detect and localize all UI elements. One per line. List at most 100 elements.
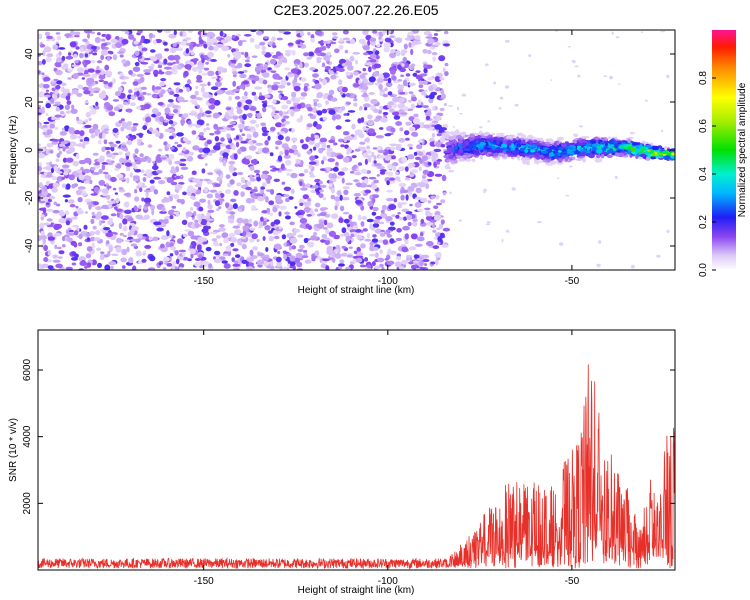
spectrogram-noise-speck (192, 66, 198, 72)
spectrogram-noise-speck (53, 67, 57, 72)
spectrogram-noise-speck (169, 169, 177, 174)
spectrogram-noise-speck (398, 217, 404, 221)
spectrogram-noise-speck (161, 206, 166, 212)
spectrogram-noise-speck (373, 155, 377, 160)
spectrogram-noise-speck (163, 141, 168, 146)
spectrogram-noise-speck (203, 43, 208, 49)
spectrogram-noise-speck (233, 153, 238, 158)
spectrogram-noise-speck (251, 198, 255, 203)
spectrogram-signal-speck (545, 156, 552, 160)
spectrogram-noise-speck (246, 56, 250, 60)
spectrogram-signal-speck (619, 146, 625, 150)
spectrogram-noise-speck (420, 78, 425, 81)
spectrogram-noise-speck (615, 36, 620, 39)
spectrogram-noise-speck (419, 232, 424, 237)
spectrogram-noise-speck (166, 230, 170, 237)
spectrogram-noise-speck (369, 253, 376, 257)
spectrogram-noise-speck (46, 174, 53, 178)
spectrogram-noise-speck (214, 200, 221, 207)
spectrogram-noise-speck (425, 183, 430, 189)
spectrogram-noise-speck (206, 36, 211, 44)
spectrogram-noise-speck (355, 251, 364, 257)
spectrogram-noise-speck (171, 123, 175, 127)
spectrogram-signal-speck (475, 140, 480, 144)
spectrogram-noise-speck (380, 229, 386, 233)
spectrogram-noise-speck (90, 31, 95, 34)
spectrogram-noise-speck (218, 129, 227, 133)
spectrogram-noise-speck (392, 96, 400, 103)
spectrogram-noise-speck (448, 105, 453, 107)
spectrogram-noise-speck (56, 203, 61, 207)
spectrogram-noise-speck (169, 91, 175, 95)
spectrogram-noise-speck (420, 218, 425, 224)
spectrogram-noise-speck (405, 255, 413, 258)
spectrogram-noise-speck (134, 61, 140, 67)
spectrogram-noise-speck (219, 173, 224, 179)
spectrogram-signal-speck (446, 131, 451, 134)
spectrogram-noise-speck (168, 234, 173, 239)
spectrogram-noise-speck (387, 101, 394, 106)
spectrogram-noise-speck (222, 160, 227, 167)
spectrogram-noise-speck (330, 187, 335, 194)
spectrogram-noise-speck (90, 193, 98, 196)
spectrogram-noise-speck (261, 132, 268, 137)
spectrogram-noise-speck (312, 98, 320, 102)
spectrogram-noise-speck (128, 34, 135, 40)
spectrogram-noise-speck (341, 177, 345, 184)
spectrogram-noise-speck (274, 110, 280, 114)
spectrogram-signal-speck (578, 140, 584, 144)
spectrogram-noise-speck (98, 79, 105, 83)
spectrogram-noise-speck (498, 107, 502, 110)
spectrogram-noise-speck (85, 253, 92, 259)
spectrogram-noise-speck (433, 33, 439, 36)
spectrogram-noise-speck (91, 242, 96, 249)
spectrogram-noise-speck (284, 149, 289, 156)
spectrogram-noise-speck (254, 195, 259, 200)
spectrogram-signal-speck (606, 154, 613, 158)
spectrogram-noise-speck (115, 197, 120, 204)
spectrogram-noise-speck (357, 214, 362, 221)
spectrogram-noise-speck (84, 60, 91, 64)
spectrogram-noise-speck (194, 258, 201, 261)
spectrogram-noise-speck (292, 265, 296, 270)
spectrogram-noise-speck (71, 183, 76, 189)
spectrogram-noise-speck (493, 81, 497, 85)
spectrogram-noise-speck (219, 242, 223, 247)
spectrogram-noise-speck (353, 221, 357, 226)
spectrogram-noise-speck (216, 66, 224, 72)
spectrogram-noise-speck (341, 227, 347, 234)
spectrogram-noise-speck (71, 262, 77, 266)
spectrogram-noise-speck (152, 165, 159, 171)
spectrogram-noise-speck (254, 86, 263, 90)
spectrogram-noise-speck (281, 104, 289, 110)
spectrogram-noise-speck (397, 79, 403, 82)
spectrogram-signal-speck (541, 150, 548, 154)
spectrogram-noise-speck (75, 207, 79, 211)
spectrogram-noise-speck (206, 139, 212, 145)
spectrogram-noise-speck (136, 90, 140, 97)
spectrogram-noise-speck (263, 63, 268, 71)
spectrogram-noise-speck (101, 220, 106, 224)
spectrogram-noise-speck (56, 246, 62, 250)
spectrogram-noise-speck (151, 209, 155, 216)
spectrogram-noise-speck (72, 225, 80, 228)
spectrogram-noise-speck (106, 159, 112, 163)
spectrogram-noise-speck (359, 74, 366, 79)
colorbar-gradient (712, 30, 736, 270)
spectrogram-noise-speck (197, 236, 205, 243)
spectrogram-noise-speck (411, 131, 418, 137)
spectrogram-noise-speck (312, 73, 319, 78)
spectrogram-noise-speck (168, 135, 174, 140)
spectrogram-noise-speck (330, 213, 339, 219)
spectrogram-noise-speck (411, 96, 417, 102)
spectrogram-noise-speck (432, 229, 437, 233)
spectrogram-noise-speck (442, 227, 451, 232)
spectrogram-noise-speck (43, 257, 49, 262)
spectrogram-noise-speck (89, 60, 96, 64)
spectrogram-noise-speck (231, 257, 235, 262)
spectrogram-noise-speck (409, 126, 416, 132)
spectrogram-noise-speck (424, 207, 431, 211)
spectrogram-noise-speck (272, 81, 281, 85)
spectrogram-noise-speck (79, 47, 84, 53)
spectrogram-signal-speck (444, 150, 451, 154)
